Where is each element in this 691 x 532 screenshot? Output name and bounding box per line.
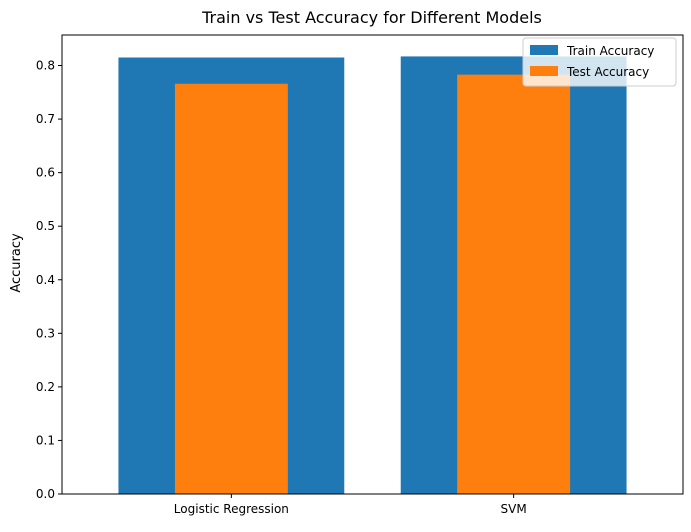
y-tick-label: 0.3 [36,326,55,340]
y-tick-label: 0.2 [36,380,55,394]
legend-box [522,37,677,87]
y-tick-label: 0.7 [36,112,55,126]
axes-group: 0.0 0.1 0.2 0.3 0.4 0.5 0.6 0.7 0.8 Logistic Regr… [36,34,684,516]
x-tick-label: Logistic Regression [174,502,289,516]
bar-test-accuracy-svm [457,74,571,494]
legend-label: Test Accuracy [566,65,649,79]
x-tick-label: SVM [501,502,527,516]
y-axis-label: Accuracy [9,233,24,293]
legend-swatch [530,45,558,55]
chart-title: Train vs Test Accuracy for Different Mod… [201,8,542,27]
legend: Train Accuracy Test Accuracy [522,37,677,87]
bars-group [118,56,627,495]
y-tick-label: 0.1 [36,433,55,447]
legend-swatch [530,66,558,76]
plot-frame [61,34,684,495]
y-tick-label: 0.8 [36,59,55,73]
legend-label: Train Accuracy [566,44,654,58]
bar-test-accuracy-logistic-regression [174,83,288,495]
y-tick-label: 0.0 [36,487,55,501]
y-tick-label: 0.6 [36,166,55,180]
y-tick-label: 0.5 [36,219,55,233]
y-tick-label: 0.4 [36,273,55,287]
